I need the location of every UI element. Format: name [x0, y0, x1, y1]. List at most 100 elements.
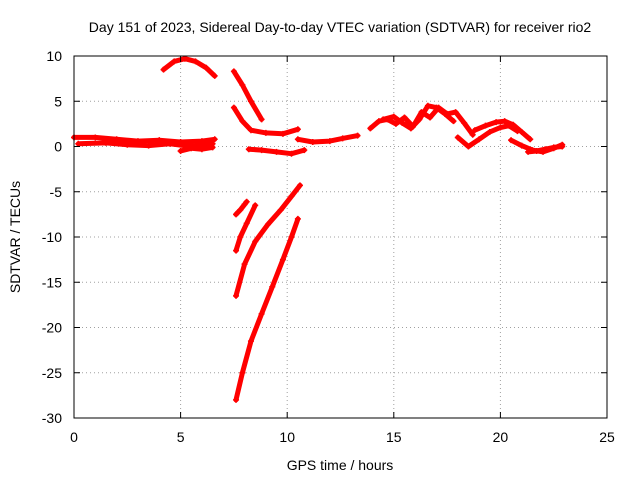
data-point [296, 182, 303, 189]
data-point [247, 127, 254, 134]
data-point [247, 338, 254, 345]
y-tick-labels: 10 5 0 -5 -10 -15 -20 -25 -30 [42, 48, 62, 426]
x-tick-label: 10 [279, 429, 295, 445]
data-point [230, 68, 237, 75]
data-point [230, 104, 237, 111]
data-point [237, 206, 244, 213]
data-point [433, 104, 440, 111]
y-tick-label: -10 [42, 229, 62, 245]
data-point [461, 119, 468, 126]
data-point [501, 118, 508, 125]
x-tick-label: 15 [386, 429, 402, 445]
data-point [92, 134, 99, 141]
data-point [367, 125, 374, 132]
data-point [288, 150, 295, 157]
y-tick-label: 0 [54, 139, 62, 155]
data-point [527, 136, 534, 143]
x-tick-label: 20 [493, 429, 509, 445]
data-point [211, 136, 218, 143]
data-point [476, 136, 483, 143]
data-point [326, 138, 333, 145]
data-point [375, 118, 382, 125]
data-point [542, 146, 549, 153]
data-point [156, 137, 163, 144]
data-point [102, 139, 109, 146]
data-point [508, 137, 515, 144]
data-point [469, 131, 476, 138]
data-point [486, 129, 493, 136]
data-point [258, 147, 265, 154]
grid-lines [74, 56, 607, 418]
data-point [407, 125, 414, 132]
data-point [294, 126, 301, 133]
data-point [277, 206, 284, 213]
data-point [493, 119, 500, 126]
data-point [188, 145, 195, 152]
series-group [71, 55, 566, 403]
y-axis-label: SDTVAR / TECUs [7, 181, 23, 293]
data-point [454, 134, 461, 141]
data-point [518, 142, 525, 149]
data-point [177, 148, 184, 155]
data-point [269, 283, 276, 290]
y-tick-label: -15 [42, 274, 62, 290]
data-point [518, 129, 525, 136]
data-point [288, 234, 295, 240]
y-tick-label: -30 [42, 410, 62, 426]
data-point [258, 116, 265, 123]
data-point [203, 64, 210, 71]
data-point [252, 238, 259, 245]
data-point [309, 138, 316, 145]
series-track-4 [178, 144, 216, 154]
data-point [450, 118, 457, 125]
axis-ticks [73, 55, 608, 419]
data-point [239, 81, 246, 88]
data-point [166, 140, 173, 147]
data-point [181, 55, 188, 62]
data-point [294, 136, 301, 143]
data-point [75, 140, 82, 147]
data-point [482, 122, 489, 129]
series-track-1 [71, 134, 218, 145]
data-point [294, 215, 301, 222]
series-track-5 [231, 68, 265, 122]
x-tick-label: 25 [599, 429, 615, 445]
data-point [171, 58, 178, 65]
data-point [525, 148, 532, 155]
data-point [198, 146, 205, 153]
data-point [288, 193, 295, 200]
data-point [416, 116, 423, 123]
data-point [160, 66, 167, 73]
data-point [233, 211, 240, 218]
data-point [452, 109, 459, 116]
chart-title: Day 151 of 2023, Sidereal Day-to-day VTE… [89, 19, 592, 35]
series-track-12 [233, 216, 301, 403]
data-point [354, 132, 361, 139]
data-point [441, 110, 448, 117]
series-track-9 [233, 199, 250, 217]
data-point [258, 310, 265, 317]
data-point [390, 113, 397, 120]
data-point [465, 143, 472, 150]
data-point [301, 147, 308, 154]
data-point [427, 114, 434, 121]
data-point [339, 135, 346, 142]
data-point [265, 221, 272, 228]
data-point [113, 136, 120, 143]
data-point [239, 369, 246, 376]
data-point [401, 114, 408, 121]
data-point [237, 234, 244, 240]
data-point [239, 118, 246, 125]
data-point [550, 144, 557, 151]
data-point [192, 58, 199, 65]
series-track-10 [233, 202, 258, 254]
x-tick-label: 0 [70, 429, 78, 445]
data-point [279, 130, 286, 137]
data-point [247, 98, 254, 105]
series-track-3 [161, 56, 218, 79]
x-tick-labels: 0 5 10 15 20 25 [70, 429, 615, 445]
data-point [424, 102, 431, 109]
data-point [392, 120, 399, 127]
